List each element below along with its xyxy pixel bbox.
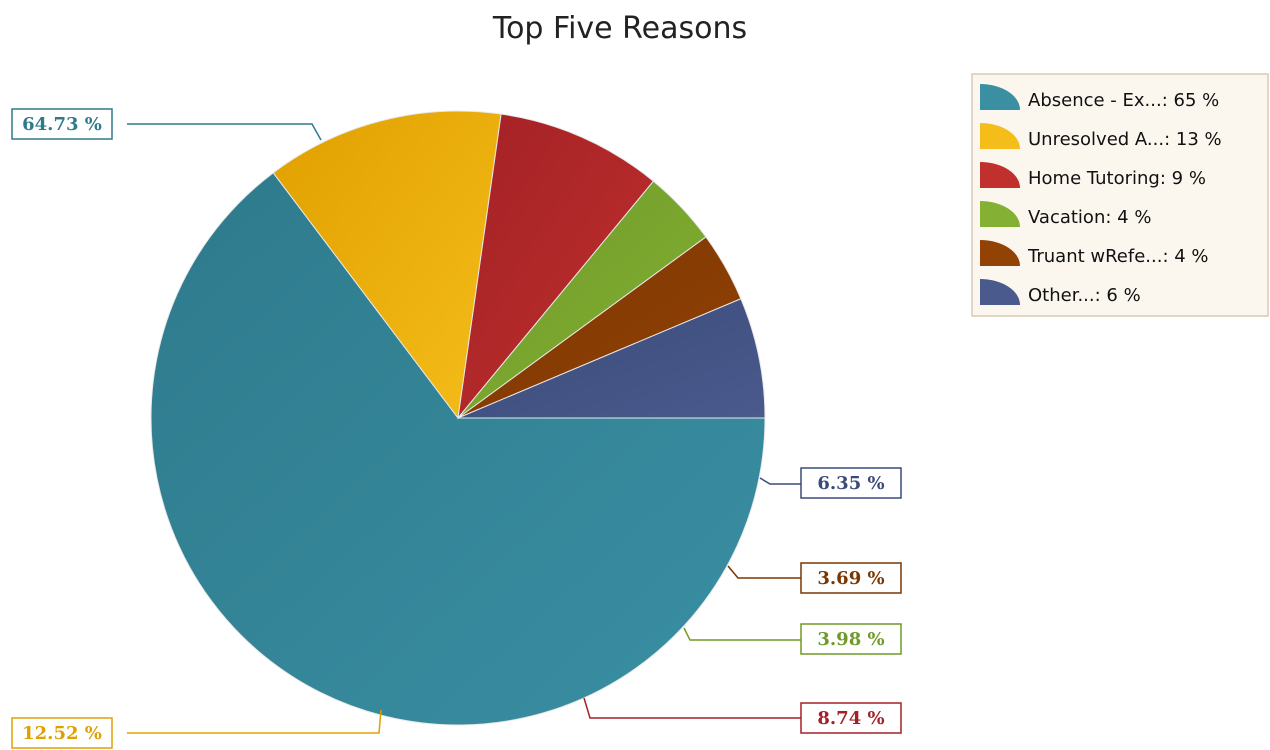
legend-marker-other	[980, 279, 1020, 305]
pie-slice-absence-ex	[150, 172, 766, 726]
legend-box	[971, 73, 1269, 317]
legend: Absence - Ex...: 65 % Unresolved A...: 13…	[971, 73, 1269, 317]
legend-entry-truant-wrefe: Truant wRefe...: 4 %	[1027, 246, 1209, 267]
leader-line-absence-ex	[127, 123, 322, 141]
data-label-box	[800, 562, 902, 594]
legend-marker-unresolved-a	[980, 123, 1020, 149]
data-label: 3.69 %	[817, 568, 884, 589]
data-labels: 64.73 % 12.52 % 8.74 % 3.98 % 3.69 % 6.35 %	[11, 108, 902, 749]
leader-line-other	[759, 477, 801, 485]
pie-slice-other	[457, 298, 766, 419]
leader-lines	[127, 123, 801, 734]
leader-line-home-tutoring	[583, 697, 801, 719]
data-label-box	[11, 108, 113, 140]
legend-entry-other: Other...: 6 %	[1028, 285, 1141, 306]
legend-marker-truant-wrefe	[980, 240, 1020, 266]
data-label: 6.35 %	[817, 473, 884, 494]
data-label: 12.52 %	[22, 723, 102, 744]
legend-entry-unresolved-a: Unresolved A...: 13 %	[1028, 129, 1222, 150]
pie-slice-unresolved-a	[272, 110, 502, 420]
data-label-box	[11, 717, 113, 749]
pie-slices	[150, 110, 766, 726]
pie-slice-home-tutoring	[457, 113, 655, 420]
leader-line-unresolved-a	[127, 709, 382, 734]
legend-marker-absence-ex	[980, 84, 1020, 110]
data-label-box	[800, 467, 902, 499]
data-label-box	[800, 702, 902, 734]
leader-line-vacation	[683, 627, 801, 641]
legend-entry-vacation: Vacation: 4 %	[1028, 207, 1151, 228]
leader-line-truant-wrefe	[727, 565, 801, 579]
legend-entry-home-tutoring: Home Tutoring: 9 %	[1028, 168, 1206, 189]
legend-marker-home-tutoring	[980, 162, 1020, 188]
data-label-box	[800, 623, 902, 655]
data-label: 3.98 %	[817, 629, 884, 650]
legend-entry-absence-ex: Absence - Ex...: 65 %	[1028, 90, 1219, 111]
legend-marker-vacation	[980, 201, 1020, 227]
data-label: 64.73 %	[22, 114, 102, 135]
data-label: 8.74 %	[817, 708, 884, 729]
chart-title: Top Five Reasons	[492, 11, 747, 46]
